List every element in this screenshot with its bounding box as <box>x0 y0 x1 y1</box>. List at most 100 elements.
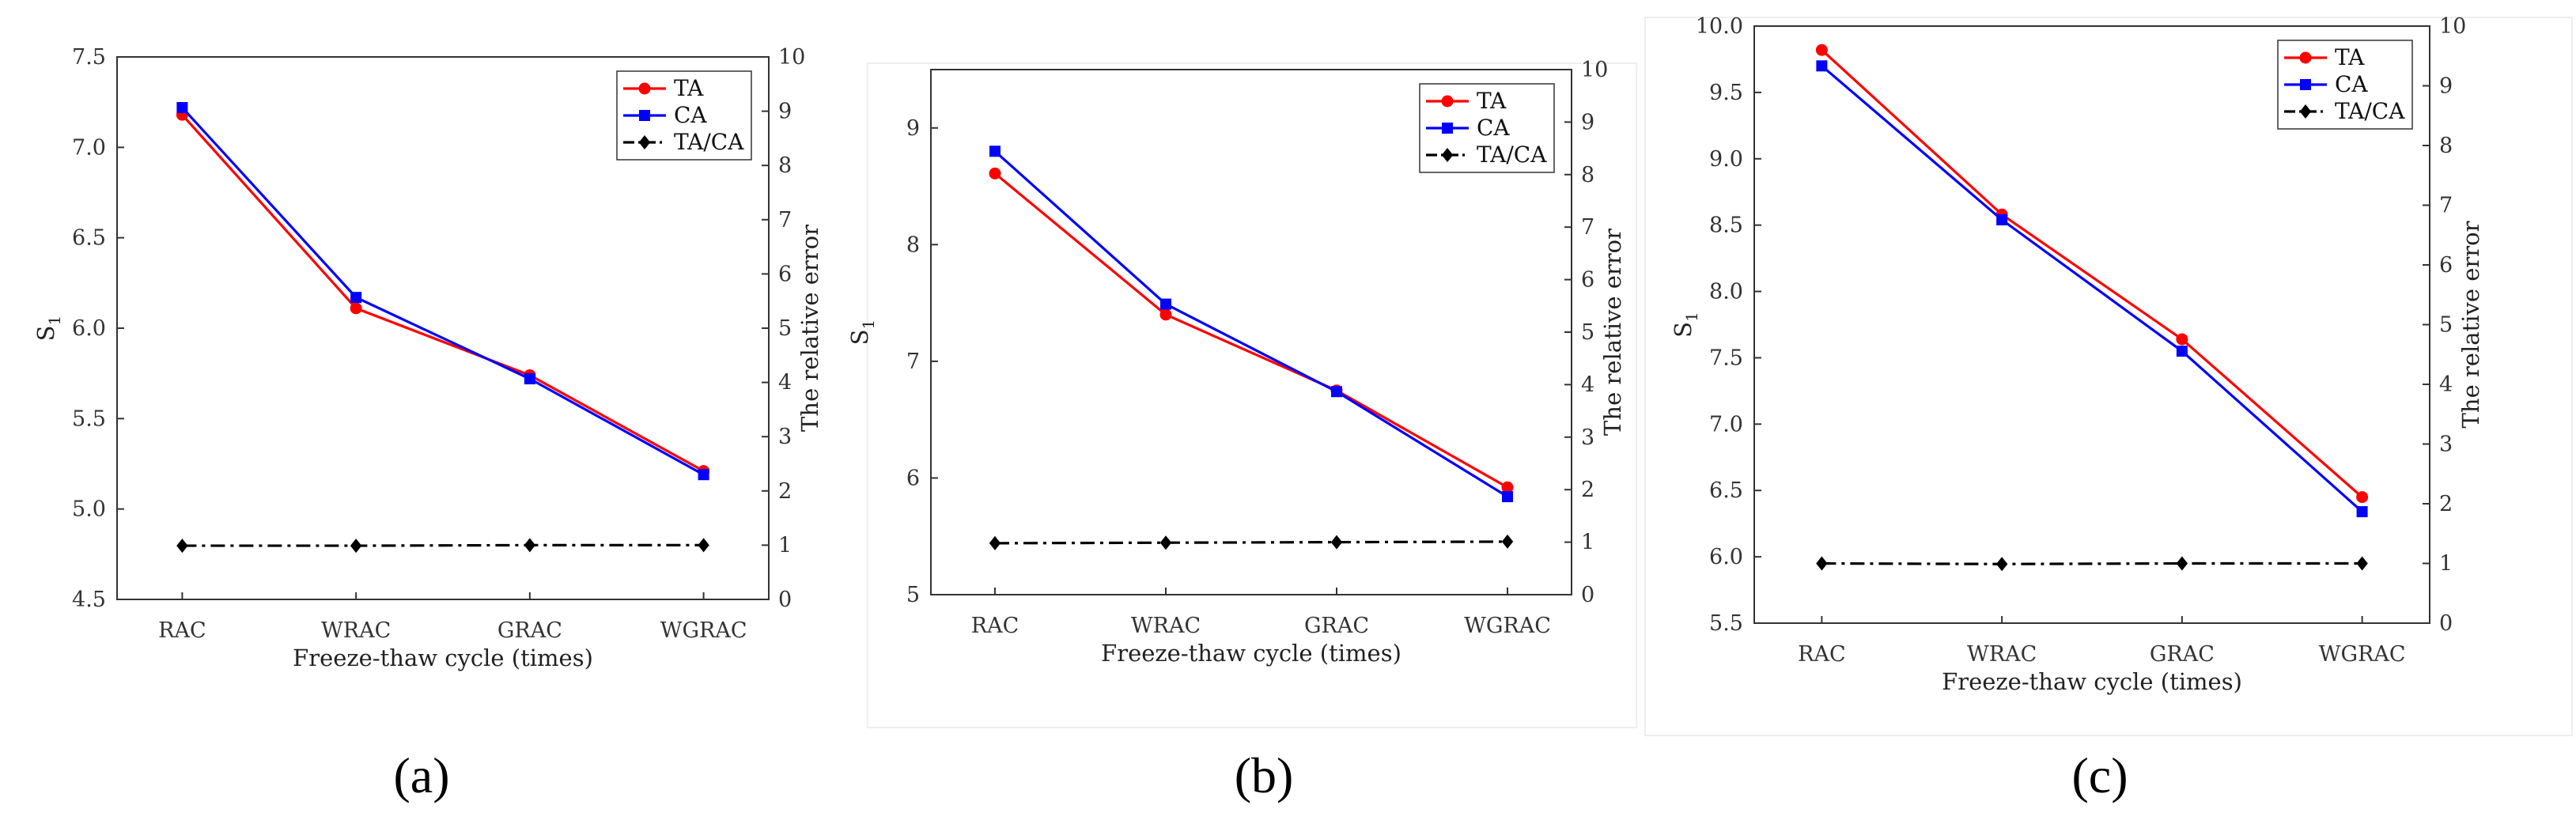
y2-axis-title: The relative error <box>796 225 823 432</box>
y-tick-label: 5.5 <box>1709 611 1743 636</box>
y-axis-title-sub: 1 <box>45 316 64 326</box>
series-ca <box>989 146 1513 503</box>
legend-marker <box>1442 123 1453 134</box>
y2-tick-label: 8 <box>1581 163 1594 187</box>
legend-label: TA <box>2335 44 2365 70</box>
y-tick-label: 5 <box>906 583 920 607</box>
series-ta-ca <box>1816 556 2368 572</box>
legend-marker <box>639 110 650 121</box>
data-point <box>2176 346 2188 357</box>
legend-marker <box>2299 104 2312 119</box>
data-point <box>1816 556 1828 571</box>
y2-axis-title: The relative error <box>1599 229 1626 436</box>
y2-tick-label: 10 <box>778 45 805 70</box>
y-tick-label: 6.0 <box>72 316 106 341</box>
y2-tick-label: 3 <box>778 425 792 449</box>
data-point <box>350 302 362 315</box>
y-axis-title: S1 <box>1670 312 1701 338</box>
y2-tick-label: 9 <box>1581 110 1594 134</box>
y-tick-label: 7.5 <box>72 45 106 70</box>
data-point <box>1159 535 1172 550</box>
x-tick-label: GRAC <box>497 618 562 643</box>
y2-tick-label: 2 <box>1581 478 1594 502</box>
x-axis-title: Freeze-thaw cycle (times) <box>293 644 593 671</box>
y-tick-label: 8.5 <box>1709 214 1743 238</box>
y2-tick-label: 6 <box>778 262 792 286</box>
series-line <box>993 150 1508 498</box>
y-axis-title-sub: 1 <box>1682 312 1701 322</box>
series-ta <box>176 108 710 478</box>
y2-tick-label: 8 <box>778 153 792 178</box>
y2-tick-label: 7 <box>778 208 792 232</box>
chart-panel-a: 4.5 5.0 5.5 6.0 6.5 7.0 7.5 0 1 2 3 4 5 6 7 8 9 10 RAC WRAC… <box>32 45 823 803</box>
y2-tick-label: 2 <box>778 479 792 504</box>
data-point <box>1160 298 1171 310</box>
y-axis-title-main: S <box>32 325 59 341</box>
legend-label: TA <box>1477 88 1507 114</box>
y-tick-label: 7.0 <box>1709 412 1743 437</box>
legend-marker <box>2299 51 2312 64</box>
y-axis-title-sub: 1 <box>859 319 878 330</box>
y2-tick-label: 0 <box>1581 583 1594 607</box>
y-tick-label: 5.0 <box>72 497 106 522</box>
y2-tick-label: 0 <box>778 588 792 612</box>
data-point <box>350 292 362 304</box>
x-tick-label: WGRAC <box>660 618 747 643</box>
legend-marker <box>2300 79 2311 90</box>
x-axis-title: Freeze-thaw cycle (times) <box>1101 640 1401 667</box>
y-tick-label: 7 <box>906 350 920 374</box>
x-tick-label: WRAC <box>1131 614 1201 638</box>
data-point <box>1816 60 1828 72</box>
y2-tick-label: 5 <box>778 316 792 341</box>
y-axis-title-main: S <box>1670 322 1697 338</box>
data-point <box>989 146 1001 157</box>
y-axis-title-main: S <box>846 329 873 345</box>
x-tick-label: GRAC <box>2150 642 2215 667</box>
series-line <box>1821 561 2362 565</box>
series-ta-ca <box>176 538 709 554</box>
y-tick-label: 9.0 <box>1709 147 1743 172</box>
data-point <box>2176 556 2188 571</box>
y2-tick-label: 4 <box>1581 372 1594 397</box>
y2-tick-label: 7 <box>2439 194 2453 218</box>
data-point <box>698 538 709 553</box>
series-ca <box>176 102 709 481</box>
y-tick-label: 5.5 <box>72 406 106 431</box>
y2-tick-label: 2 <box>2439 492 2453 516</box>
y2-tick-label: 5 <box>2439 313 2453 338</box>
legend-marker <box>638 82 651 95</box>
data-point <box>1502 491 1513 503</box>
y-tick-label: 6.5 <box>1709 478 1743 503</box>
data-point <box>2356 491 2369 504</box>
data-point <box>1331 386 1342 398</box>
x-tick-label: RAC <box>1798 642 1846 667</box>
panel-frame <box>867 62 1637 728</box>
panel-frame <box>1644 17 2573 736</box>
data-point <box>1815 43 1828 56</box>
data-point <box>1330 535 1343 550</box>
chart-panel-b: 5 6 7 8 9 0 1 2 3 4 5 6 7 8 9 10 RAC WRAC GRAC WGRAC Freeze-… <box>846 58 1637 803</box>
data-point <box>989 167 1001 180</box>
legend-label: CA <box>674 102 707 128</box>
y2-tick-label: 9 <box>778 100 792 124</box>
y2-tick-label: 1 <box>1581 531 1594 555</box>
y2-tick-label: 5 <box>1581 320 1594 345</box>
data-point <box>1995 557 2008 572</box>
data-point <box>350 539 362 554</box>
data-point <box>176 539 188 554</box>
y-tick-label: 6.0 <box>1709 545 1743 569</box>
series-line <box>181 106 705 476</box>
y-tick-label: 8.0 <box>1709 280 1743 304</box>
data-point <box>176 102 188 114</box>
data-point <box>698 469 709 481</box>
data-point <box>1501 481 1514 493</box>
series-line <box>182 543 704 547</box>
y2-tick-label: 3 <box>2439 433 2453 457</box>
y2-tick-label: 6 <box>2439 253 2453 278</box>
y2-tick-label: 10 <box>1581 58 1608 82</box>
legend-label: CA <box>2335 71 2368 97</box>
chart-panel-c: 5.5 6.0 6.5 7.0 7.5 8.0 8.5 9.0 9.5 10.0 0 1 2 3 4 5 6 7 8… <box>1644 14 2573 803</box>
